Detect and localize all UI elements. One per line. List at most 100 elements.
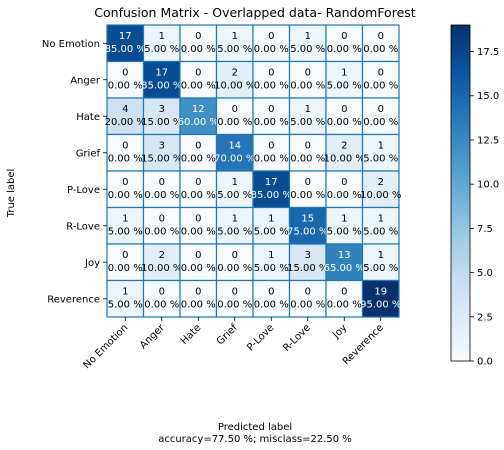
accuracy-footer: accuracy=77.50 %; misclass=22.50 % <box>158 434 352 445</box>
cell-percent-label: 5.00 % <box>254 227 289 238</box>
matrix-cell <box>252 279 291 318</box>
cell-percent-label: 0.00 % <box>181 190 216 201</box>
colorbar-tick-label: 7.5 <box>477 224 493 235</box>
x-tick-label: Grief <box>215 322 240 347</box>
cell-count-label: 0 <box>268 68 274 79</box>
cell-percent-label: 0.00 % <box>217 117 252 128</box>
cell-count-label: 0 <box>268 287 274 298</box>
cell-percent-label: 65.00 % <box>324 263 365 274</box>
cell-percent-label: 0.00 % <box>290 300 325 311</box>
cell-percent-label: 0.00 % <box>144 300 179 311</box>
cell-percent-label: 5.00 % <box>290 117 325 128</box>
cell-count-label: 3 <box>159 104 165 115</box>
cell-percent-label: 60.00 % <box>178 117 219 128</box>
cell-count-label: 17 <box>155 68 168 79</box>
cell-percent-label: 0.00 % <box>363 44 398 55</box>
cell-percent-label: 85.00 % <box>141 81 182 92</box>
cell-count-label: 0 <box>195 68 201 79</box>
cell-count-label: 0 <box>378 68 384 79</box>
cell-count-label: 0 <box>341 287 347 298</box>
cell-percent-label: 0.00 % <box>108 81 143 92</box>
cell-percent-label: 0.00 % <box>181 81 216 92</box>
matrix-cell <box>288 243 327 282</box>
cell-count-label: 17 <box>265 177 278 188</box>
cell-count-label: 14 <box>228 141 241 152</box>
y-tick-label: Hate <box>76 112 100 123</box>
cell-count-label: 0 <box>378 104 384 115</box>
cell-percent-label: 0.00 % <box>327 117 362 128</box>
cell-percent-label: 0.00 % <box>327 190 362 201</box>
cell-count-label: 0 <box>378 31 384 42</box>
matrix-cell <box>288 60 327 99</box>
cell-percent-label: 0.00 % <box>108 263 143 274</box>
cell-count-label: 0 <box>232 250 238 261</box>
colorbar-gradient <box>450 24 471 362</box>
cell-count-label: 2 <box>159 250 165 261</box>
cell-count-label: 1 <box>232 177 238 188</box>
matrix-cell <box>252 133 291 172</box>
cell-percent-label: 5.00 % <box>217 190 252 201</box>
cell-count-label: 4 <box>122 104 128 115</box>
cell-count-label: 0 <box>195 141 201 152</box>
cell-count-label: 0 <box>195 214 201 225</box>
cell-count-label: 1 <box>122 214 128 225</box>
cell-percent-label: 0.00 % <box>363 117 398 128</box>
x-tick-label: Anger <box>138 322 167 351</box>
cell-percent-label: 10.00 % <box>324 154 365 165</box>
cell-count-label: 1 <box>268 250 274 261</box>
colorbar-tick-label: 0.0 <box>477 357 493 368</box>
colorbar-tick-label: 12.5 <box>477 135 499 146</box>
cell-count-label: 0 <box>341 177 347 188</box>
matrix-cell <box>361 279 400 318</box>
colorbar-tick-label: 10.0 <box>477 180 499 191</box>
cell-percent-label: 5.00 % <box>327 81 362 92</box>
x-tick-label: Joy <box>330 322 349 341</box>
colorbar-tick-label: 2.5 <box>477 312 493 323</box>
cell-count-label: 0 <box>122 141 128 152</box>
cell-count-label: 2 <box>378 177 384 188</box>
y-tick-label: No Emotion <box>42 39 100 50</box>
cell-count-label: 3 <box>159 141 165 152</box>
cell-count-label: 1 <box>305 31 311 42</box>
matrix-cell <box>252 243 291 282</box>
cell-count-label: 1 <box>159 31 165 42</box>
cell-count-label: 1 <box>232 214 238 225</box>
cell-count-label: 0 <box>232 104 238 115</box>
y-tick-label: R-Love <box>66 221 100 232</box>
y-axis-label: True label <box>6 169 17 219</box>
matrix-cell <box>179 279 218 318</box>
colorbar-tick-label: 17.5 <box>477 47 499 58</box>
matrix-cell <box>215 97 254 136</box>
cell-count-label: 1 <box>232 31 238 42</box>
cell-count-label: 0 <box>122 250 128 261</box>
cell-count-label: 1 <box>122 287 128 298</box>
cell-percent-label: 0.00 % <box>108 154 143 165</box>
cell-percent-label: 0.00 % <box>144 190 179 201</box>
matrix-cell <box>288 97 327 136</box>
cell-percent-label: 0.00 % <box>217 300 252 311</box>
y-tick-label: Grief <box>76 148 101 159</box>
matrix-cell <box>142 60 181 99</box>
cell-percent-label: 5.00 % <box>327 227 362 238</box>
matrix-cell <box>252 170 291 209</box>
cell-percent-label: 5.00 % <box>290 44 325 55</box>
cell-count-label: 0 <box>195 31 201 42</box>
colorbar: 0.0 2.5 5.0 7.5 10.0 12.5 15.0 17.5 <box>450 24 499 368</box>
cell-percent-label: 85.00 % <box>105 44 146 55</box>
cell-percent-label: 0.00 % <box>181 154 216 165</box>
cell-count-label: 13 <box>338 250 351 261</box>
matrix-cell <box>325 243 364 282</box>
cell-percent-label: 5.00 % <box>363 227 398 238</box>
y-tick-label: Anger <box>70 75 101 86</box>
matrix-cells: 17 85.00 % 1 5.00 % 0 0.00 % 1 5.00 % 0 0.00 % 1 5.… <box>105 24 401 318</box>
matrix-cell <box>361 206 400 245</box>
matrix-cell <box>215 60 254 99</box>
cell-count-label: 15 <box>301 214 314 225</box>
cell-percent-label: 70.00 % <box>214 154 255 165</box>
cell-count-label: 0 <box>122 177 128 188</box>
cell-count-label: 0 <box>305 177 311 188</box>
y-tick-label: P-Love <box>67 185 100 196</box>
matrix-cell <box>252 206 291 245</box>
matrix-cell <box>361 60 400 99</box>
